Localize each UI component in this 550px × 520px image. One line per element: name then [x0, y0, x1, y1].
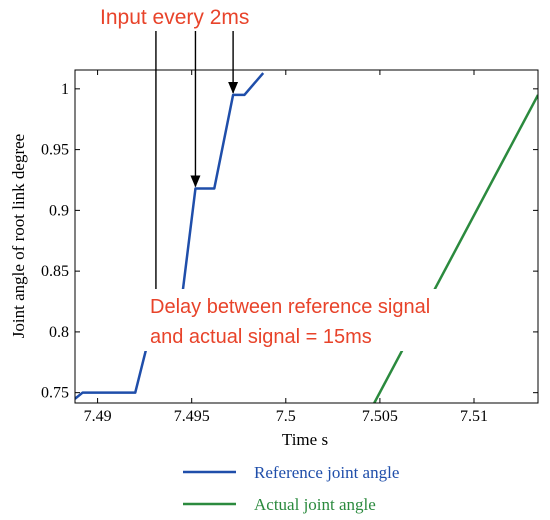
y-tick-label: 0.9	[49, 202, 69, 219]
legend-label-reference: Reference joint angle	[254, 463, 399, 482]
y-tick-label: 1	[61, 81, 69, 98]
x-tick-label: 7.505	[362, 408, 398, 425]
series-line-reference	[75, 72, 265, 400]
series-line-actual	[373, 94, 538, 403]
x-axis-title: Time s	[282, 430, 328, 449]
x-tick-label: 7.5	[276, 408, 296, 425]
axes-box	[74, 69, 539, 404]
x-tick-label: 7.51	[460, 408, 488, 425]
x-tick-label: 7.495	[174, 408, 210, 425]
y-tick-label: 0.8	[49, 324, 69, 341]
delay-annotation-line2: and actual signal = 15ms	[150, 326, 372, 348]
y-axis-title: Joint angle of root link degree	[9, 134, 28, 338]
delay-annotation-line1: Delay between reference signal	[150, 296, 430, 318]
x-axis-ticks: 7.49 7.495 7.5 7.505 7.51	[84, 70, 488, 425]
series-layer	[75, 72, 538, 403]
input-annotation: Input every 2ms	[100, 6, 249, 29]
y-tick-label: 0.75	[41, 385, 69, 402]
x-tick-label: 7.49	[84, 408, 112, 425]
legend-label-actual: Actual joint angle	[254, 495, 376, 514]
y-tick-label: 0.95	[41, 142, 69, 159]
y-axis-ticks: 0.75 0.8 0.85 0.9 0.95 1	[41, 81, 538, 402]
legend: Reference joint angle Actual joint angle	[183, 463, 399, 514]
y-tick-label: 0.85	[41, 263, 69, 280]
delay-annotation-background	[144, 289, 444, 351]
